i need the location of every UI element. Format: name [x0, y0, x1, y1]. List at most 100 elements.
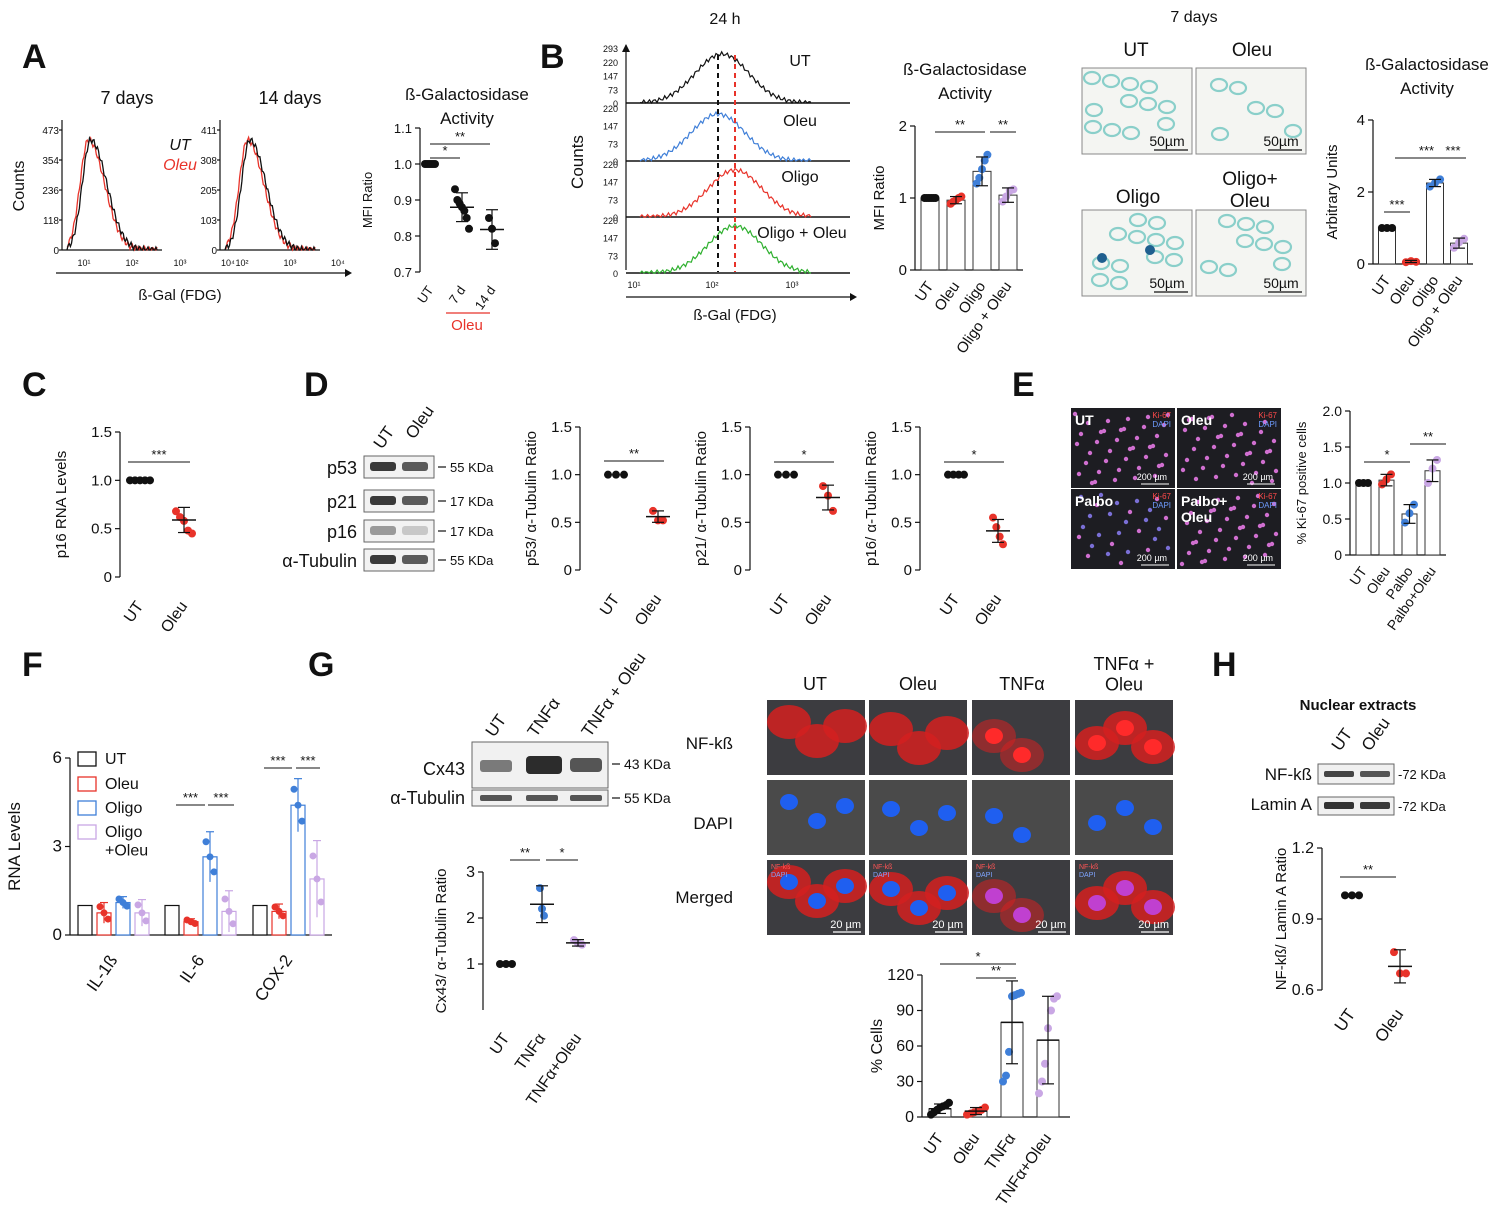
- bgal-img-dark-cell: [1145, 245, 1155, 255]
- nfkb-img-nucleus: [985, 888, 1003, 904]
- panel-letter-g: G: [308, 646, 335, 684]
- nfkb-img-nucleus: [1088, 815, 1106, 831]
- chart-d3-data-point: [992, 523, 1001, 532]
- ki67-img-nucleus: [1206, 548, 1212, 554]
- ki67-img-nucleus: [1215, 434, 1221, 440]
- blot-g-protein-label-1: α-Tubulin: [390, 788, 465, 808]
- ki67-img-nucleus: [1141, 424, 1147, 430]
- nfkb-img-col-label-1: Oleu: [899, 674, 937, 694]
- chart-a-data-point: [465, 224, 473, 233]
- ki67-img-nucleus: [1184, 457, 1190, 463]
- chart-a-data-point: [485, 214, 493, 222]
- chart-d2-data-point: [819, 482, 827, 491]
- chart-h-data-point: [1402, 969, 1410, 978]
- hist-b-x-tick-label: 10³: [785, 280, 798, 290]
- bgal-img-cell: [1255, 219, 1275, 235]
- nfkb-img-merged-tag-nfkb: NF-kß: [976, 864, 995, 871]
- chart-b2-data-point: [1388, 224, 1397, 232]
- ki67-img-nucleus: [1204, 455, 1210, 461]
- blot-d-strip-2: [363, 519, 435, 543]
- ki67-img-nucleus: [1229, 412, 1235, 418]
- bgal-img-label-2: Oligo: [1116, 187, 1160, 208]
- chart-f-data-point: [313, 875, 321, 883]
- chart-a-x-tick-label: 7 d: [446, 283, 469, 306]
- bgal-img-cell: [1272, 256, 1292, 272]
- blot-h-size-label-0: -72 KDa: [1398, 767, 1446, 782]
- chart-g1-sig-label: **: [520, 845, 530, 860]
- ki67-img-nucleus: [1165, 545, 1171, 551]
- blot-d-band-oleu-3: [402, 555, 428, 564]
- chart-e-y-tick-label: 2.0: [1323, 403, 1343, 419]
- ki67-img-nucleus: [1220, 463, 1226, 469]
- legend-ut-text: UT: [169, 137, 192, 154]
- chart-a-data-point: [451, 185, 459, 194]
- chart-h-data-point: [1348, 891, 1356, 900]
- chart-g2-sig-label: **: [991, 963, 1001, 978]
- bgal-img-cell: [1139, 79, 1159, 95]
- hist-a1-y-tick-label: 0: [53, 246, 59, 257]
- hist-a1-x-tick-label: 10²: [125, 258, 138, 268]
- chart-f-y-tick-label: 3: [53, 837, 62, 856]
- nfkb-img-merged-tag-dapi: DAPI: [1079, 872, 1095, 879]
- chart-f-bar: [77, 904, 93, 936]
- ki67-img-nucleus: [1251, 440, 1257, 446]
- bgal-img-cell: [1108, 226, 1128, 242]
- chart-g1-x-tick-label: TNFα: [512, 1031, 549, 1074]
- chart-a-sig-label: *: [442, 143, 447, 158]
- nfkb-img-nucleus: [882, 881, 900, 897]
- nfkb-img-nucleus: [1144, 819, 1162, 835]
- blot-d-band-oleu-1: [402, 496, 428, 505]
- nfkb-img-row-label-2: Merged: [675, 888, 733, 907]
- ki67-img-nucleus: [1260, 459, 1266, 465]
- chart-a-x-tick-label: 14 d: [472, 283, 499, 312]
- chart-c-y-tick-label: 1.0: [91, 472, 112, 489]
- chart-g1-x-tick-label: UT: [487, 1030, 513, 1057]
- nfkb-img-nucleus: [910, 900, 928, 916]
- ki67-img-nucleus: [1154, 433, 1160, 439]
- nfkb-img-nucleus: [780, 794, 798, 810]
- bgal-img-cell: [1121, 125, 1141, 141]
- ki67-img-nucleus: [1242, 421, 1248, 427]
- nfkb-img-nucleus: [1013, 827, 1031, 843]
- chart-b2-y-label: Arbitrary Units: [1324, 144, 1341, 239]
- chart-g1-data-point: [502, 960, 510, 968]
- bgal-img-cell: [1110, 258, 1130, 274]
- chart-e-y-tick-label: 1.5: [1323, 439, 1343, 455]
- chart-g2-data-point: [1002, 1071, 1010, 1080]
- ki67-img-nucleus: [1222, 423, 1228, 429]
- bgal-img-scale-label: 50µm: [1263, 133, 1298, 149]
- chart-e-y-label: % Ki-67 positive cells: [1294, 421, 1309, 544]
- ki67-img-stain-dapi: DAPI: [1152, 501, 1171, 510]
- ki67-img-nucleus: [1074, 441, 1080, 447]
- bgal-img-cell: [1199, 259, 1219, 275]
- hist-b-track-label-3: Oligo + Oleu: [757, 225, 846, 242]
- hist-a2-title: 14 days: [258, 88, 321, 108]
- ki67-img-label-2: Palbo: [1075, 493, 1113, 509]
- nfkb-img-merged-tag-nfkb: NF-kß: [873, 864, 892, 871]
- ki67-img-nucleus: [1211, 444, 1217, 450]
- ki67-img-nucleus: [1116, 467, 1122, 473]
- ki67-img-nucleus: [1154, 496, 1160, 502]
- legend-oleu-text: Oleu: [163, 157, 197, 174]
- hist-b-track-y-tick-label: 147: [603, 72, 618, 82]
- chart-d3-data-point: [995, 532, 1004, 541]
- ki67-img-nucleus: [1098, 429, 1104, 435]
- chart-b2-data-point: [1460, 234, 1469, 243]
- nfkb-img-nucleus: [985, 808, 1003, 824]
- nfkb-img-nucleus: [1144, 899, 1162, 915]
- blot-d-band-oleu-0: [402, 462, 428, 471]
- ki67-img-nucleus: [1188, 510, 1194, 516]
- ki67-img-stain-ki67: Ki-67: [1258, 492, 1277, 501]
- nfkb-img-nucleus: [836, 798, 854, 814]
- chart-d1-data-point: [612, 470, 620, 479]
- ki67-img-nucleus: [1132, 475, 1138, 481]
- chart-a-y-tick-label: 1.0: [394, 157, 412, 172]
- ki67-img-nucleus: [1186, 417, 1192, 423]
- blot-g-band-tubulin-2: [570, 795, 602, 801]
- chart-h-x-tick-label: Oleu: [1371, 1005, 1407, 1045]
- chart-f-data-point: [123, 902, 131, 910]
- chart-d1-y-tick-label: 1.0: [551, 467, 572, 484]
- chart-b-sig-label: **: [955, 117, 965, 132]
- nfkb-img-merged-tag-dapi: DAPI: [771, 872, 787, 879]
- bgal-img-scale-label: 50µm: [1149, 133, 1184, 149]
